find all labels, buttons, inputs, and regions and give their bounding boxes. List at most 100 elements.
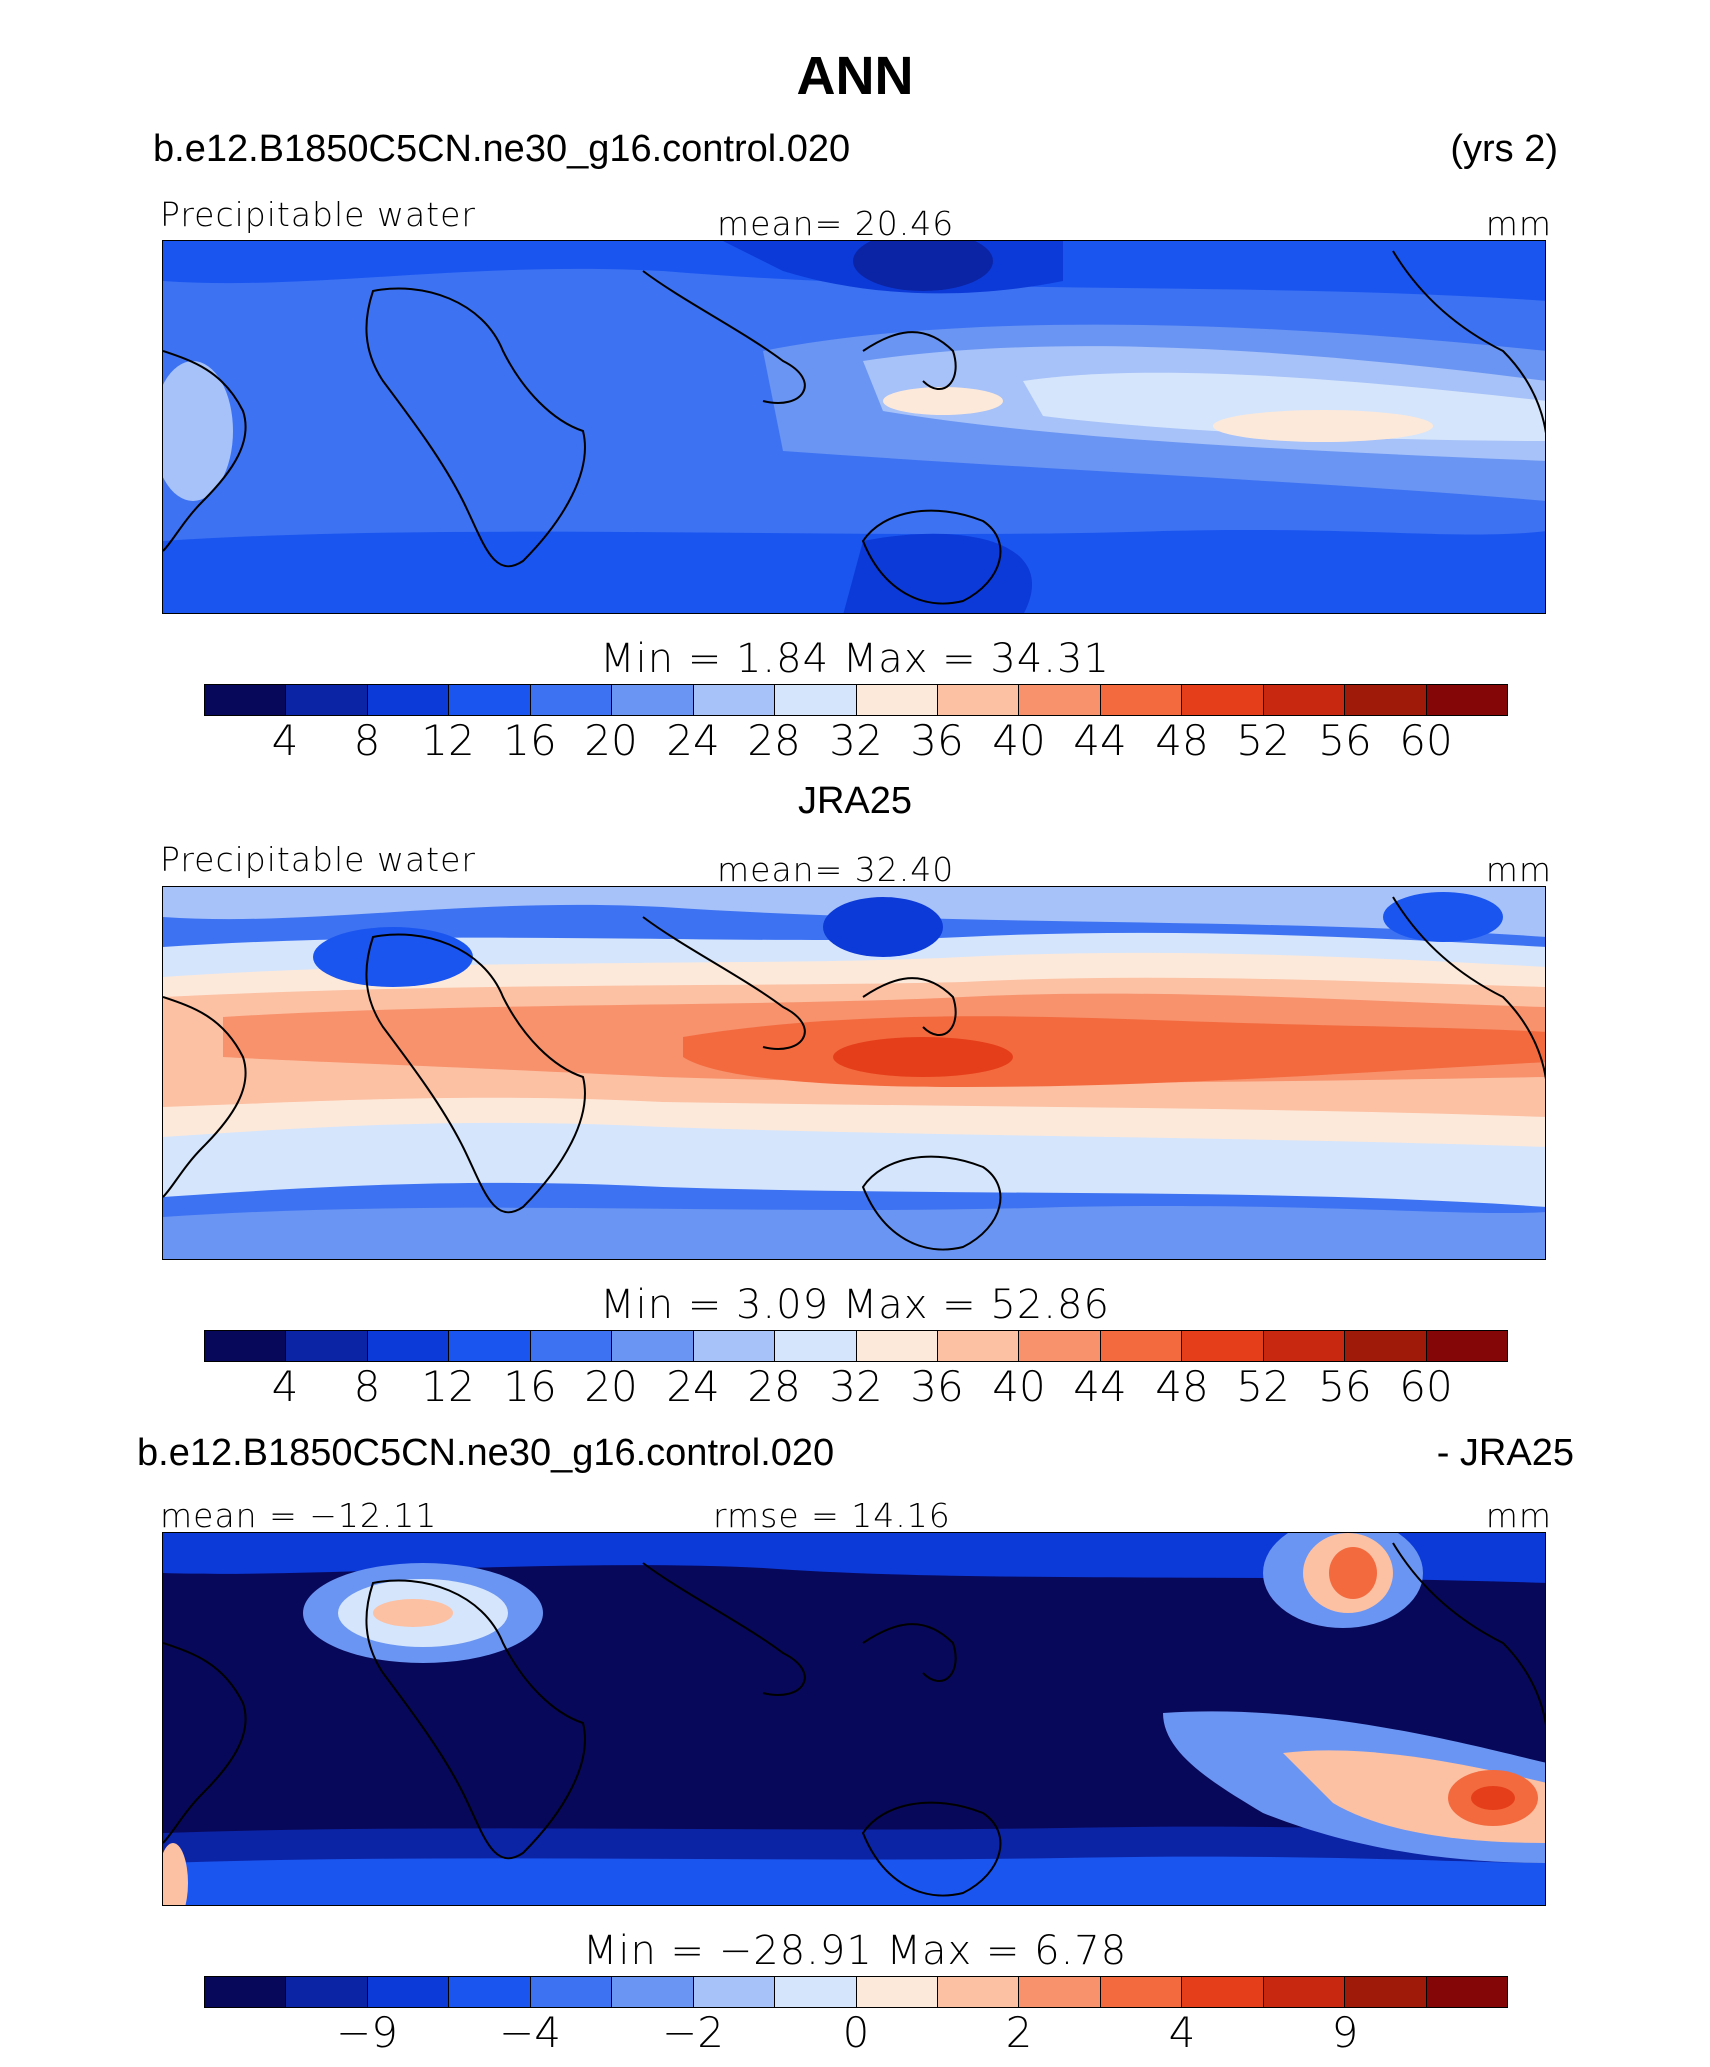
colorbar-tick: 28: [747, 1362, 801, 1411]
colorbar-swatch: [1263, 1977, 1346, 2007]
colorbar-swatch: [286, 685, 368, 715]
colorbar-swatch: [937, 1331, 1020, 1361]
colorbar-swatch: [1426, 1331, 1507, 1361]
colorbar-tick: 4: [1168, 2008, 1196, 2057]
colorbar-tick: 36: [910, 716, 964, 765]
units-label: mm: [1485, 850, 1552, 889]
colorbar-swatch: [205, 1331, 287, 1361]
minmax-label: Min = 1.84 Max = 34.31: [600, 636, 1110, 682]
colorbar-tick: 16: [503, 716, 557, 765]
dataset-title: JRA25: [797, 780, 913, 822]
colorbar-tick: 12: [421, 1362, 475, 1411]
units-label: mm: [1485, 1496, 1552, 1535]
colorbar-tick: 24: [666, 716, 720, 765]
colorbar-swatch: [449, 1331, 531, 1361]
colorbar-swatch: [449, 685, 531, 715]
colorbar-swatch: [1426, 1977, 1507, 2007]
colorbar-swatch: [612, 685, 694, 715]
colorbar-tick: 28: [747, 716, 801, 765]
colorbar-tick: 60: [1399, 1362, 1453, 1411]
case-title-right: (yrs 2): [1450, 128, 1558, 170]
colorbar-swatch: [693, 1331, 776, 1361]
colorbar-swatch: [1019, 685, 1101, 715]
colorbar-tick: 60: [1399, 716, 1453, 765]
case-title-left: b.e12.B1850C5CN.ne30_g16.control.020: [153, 128, 851, 170]
colorbar-swatch: [1263, 685, 1346, 715]
colorbar-swatch: [1345, 685, 1427, 715]
colorbar-swatch: [856, 685, 938, 715]
colorbar-swatch: [775, 1331, 857, 1361]
colorbar-swatch: [367, 685, 450, 715]
map-jra25: [162, 886, 1546, 1260]
colorbar-tick: 56: [1318, 1362, 1372, 1411]
colorbar-tick: −4: [499, 2008, 561, 2057]
colorbar-tick: 12: [421, 716, 475, 765]
colorbar-swatch: [937, 1977, 1020, 2007]
colorbar-tick: 9: [1331, 2008, 1359, 2057]
colorbar-tick: 0: [842, 2008, 870, 2057]
colorbar-swatch: [856, 1331, 938, 1361]
colorbar-swatch: [612, 1331, 694, 1361]
colorbar-swatch: [1100, 1331, 1183, 1361]
colorbar-tick: 40: [992, 1362, 1046, 1411]
colorbar: [204, 1330, 1508, 1362]
colorbar-swatch: [1182, 1977, 1264, 2007]
colorbar-tick: 52: [1236, 1362, 1290, 1411]
mean-label: mean = −12.11: [160, 1496, 438, 1535]
colorbar-swatch: [1182, 685, 1264, 715]
colorbar-swatch: [530, 1977, 613, 2007]
colorbar-swatch: [367, 1977, 450, 2007]
colorbar: [204, 684, 1508, 716]
variable-label: Precipitable water: [160, 195, 476, 234]
colorbar-tick: 32: [829, 716, 883, 765]
colorbar-swatch: [612, 1977, 694, 2007]
colorbar-tick: 4: [271, 1362, 299, 1411]
colorbar-swatch: [530, 685, 613, 715]
colorbar-swatch: [1345, 1331, 1427, 1361]
variable-label: Precipitable water: [160, 840, 476, 879]
colorbar-swatch: [1182, 1331, 1264, 1361]
minmax-label: Min = 3.09 Max = 52.86: [600, 1282, 1110, 1328]
colorbar-swatch: [530, 1331, 613, 1361]
mean-label: mean= 20.46: [717, 204, 955, 243]
colorbar-swatch: [775, 685, 857, 715]
case-title-left: b.e12.B1850C5CN.ne30_g16.control.020: [137, 1432, 835, 1474]
map-model: [162, 240, 1546, 614]
colorbar-tick: 52: [1236, 716, 1290, 765]
colorbar-tick: −2: [662, 2008, 724, 2057]
colorbar-swatch: [286, 1331, 368, 1361]
colorbar-tick: −9: [336, 2008, 398, 2057]
rmse-label: rmse = 14.16: [713, 1496, 951, 1535]
colorbar: [204, 1976, 1508, 2008]
case-title-right: - JRA25: [1436, 1432, 1574, 1474]
colorbar-swatch: [367, 1331, 450, 1361]
colorbar-swatch: [1263, 1331, 1346, 1361]
colorbar-swatch: [937, 685, 1020, 715]
minmax-label: Min = −28.91 Max = 6.78: [582, 1928, 1128, 1974]
colorbar-swatch: [775, 1977, 857, 2007]
colorbar-swatch: [1019, 1977, 1101, 2007]
page-title: ANN: [796, 46, 914, 106]
colorbar-tick: 20: [584, 1362, 638, 1411]
map-difference: [162, 1532, 1546, 1906]
colorbar-tick: 36: [910, 1362, 964, 1411]
colorbar-swatch: [1100, 1977, 1183, 2007]
colorbar-tick: 16: [503, 1362, 557, 1411]
colorbar-tick: 44: [1073, 1362, 1127, 1411]
colorbar-tick: 48: [1155, 716, 1209, 765]
colorbar-swatch: [1426, 685, 1507, 715]
colorbar-tick: 8: [353, 1362, 381, 1411]
colorbar-tick: 4: [271, 716, 299, 765]
colorbar-swatch: [693, 685, 776, 715]
colorbar-swatch: [1345, 1977, 1427, 2007]
colorbar-swatch: [856, 1977, 938, 2007]
colorbar-swatch: [286, 1977, 368, 2007]
colorbar-swatch: [1019, 1331, 1101, 1361]
colorbar-tick: 32: [829, 1362, 883, 1411]
colorbar-swatch: [205, 1977, 287, 2007]
colorbar-tick: 40: [992, 716, 1046, 765]
colorbar-tick: 44: [1073, 716, 1127, 765]
colorbar-tick: 48: [1155, 1362, 1209, 1411]
colorbar-tick: 56: [1318, 716, 1372, 765]
colorbar-swatch: [693, 1977, 776, 2007]
